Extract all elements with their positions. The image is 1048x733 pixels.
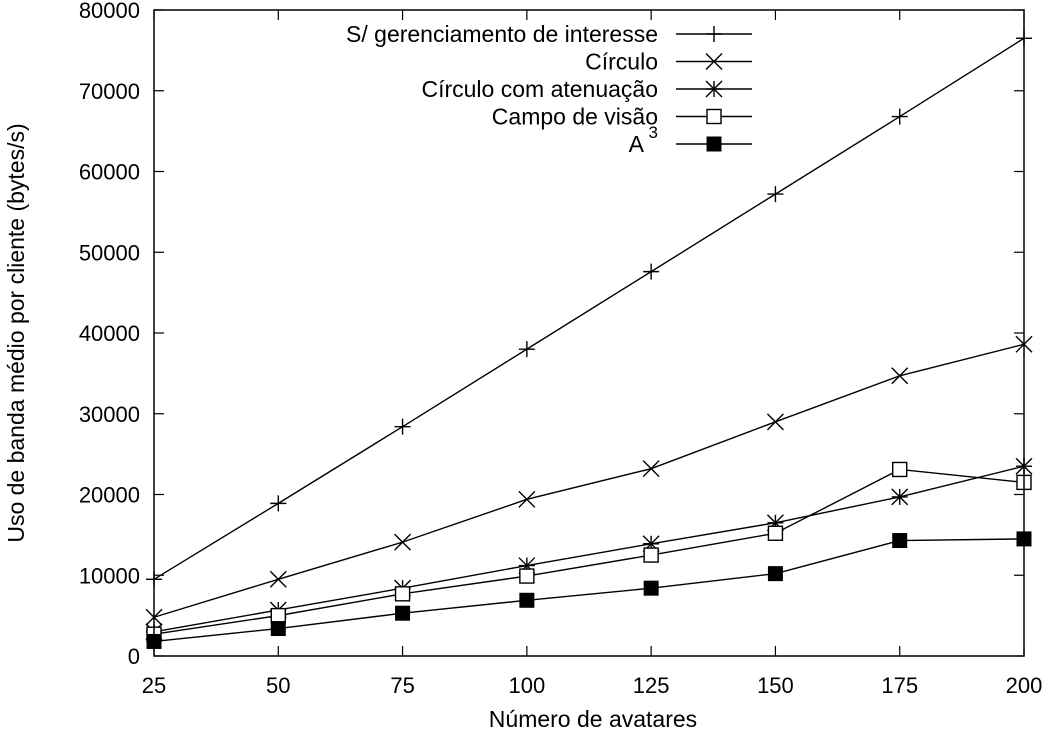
- legend-marker: [706, 136, 722, 152]
- legend-marker: [706, 26, 722, 42]
- y-tick-label: 50000: [79, 240, 140, 265]
- legend-entry: Círculo com atenuação: [421, 76, 752, 102]
- data-point: [269, 570, 287, 588]
- y-tick-label: 0: [128, 644, 140, 669]
- y-tick-label: 10000: [79, 563, 140, 588]
- legend-label: Campo de visão: [492, 104, 658, 130]
- y-tick-label: 20000: [79, 483, 140, 508]
- data-point: [892, 533, 908, 549]
- data-point: [643, 547, 659, 563]
- x-tick-label: 100: [508, 673, 545, 698]
- series-line: [153, 538, 1025, 643]
- series-line: [153, 468, 1025, 635]
- legend-label-superscript: 3: [649, 123, 658, 142]
- x-tick-label: 75: [390, 673, 414, 698]
- x-axis-ticks: 25 50 75 100 125 150 175 200: [142, 10, 1043, 698]
- y-axis-title: Uso de banda médio por cliente (bytes/s): [3, 123, 29, 542]
- data-point: [518, 341, 535, 358]
- legend-label: A: [629, 131, 645, 157]
- series-line: [153, 343, 1025, 618]
- data-point: [395, 605, 411, 621]
- data-point: [270, 495, 287, 512]
- x-tick-label: 200: [1006, 673, 1043, 698]
- data-point: [891, 367, 909, 385]
- series-2: [145, 335, 1033, 626]
- legend-entry: Campo de visão: [492, 104, 752, 130]
- series-1: [146, 30, 1032, 588]
- series-line: [153, 37, 1025, 580]
- data-point: [892, 461, 908, 478]
- legend-marker: [705, 53, 723, 70]
- y-tick-label: 60000: [79, 160, 140, 185]
- data-point: [519, 592, 535, 608]
- x-tick-label: 25: [142, 673, 166, 698]
- series-4: [146, 461, 1032, 642]
- data-point: [766, 413, 784, 431]
- y-tick-label: 80000: [79, 0, 140, 23]
- data-point: [642, 460, 660, 478]
- data-point: [519, 568, 535, 584]
- x-axis-title: Número de avatares: [489, 706, 697, 732]
- y-tick-label: 70000: [79, 79, 140, 104]
- data-point: [270, 621, 286, 637]
- legend-marker: [706, 108, 722, 125]
- y-tick-label: 40000: [79, 321, 140, 346]
- data-point: [767, 566, 783, 582]
- legend-label: S/ gerenciamento de interesse: [346, 21, 658, 47]
- data-point: [394, 533, 412, 551]
- x-tick-label: 150: [757, 673, 794, 698]
- legend-label: Círculo com atenuação: [421, 76, 658, 102]
- data-point: [518, 490, 536, 508]
- data-point: [767, 525, 784, 541]
- data-point: [643, 580, 659, 596]
- legend-marker: [705, 80, 723, 98]
- series-5: [146, 531, 1032, 649]
- y-tick-label: 30000: [79, 402, 140, 427]
- legend: S/ gerenciamento de interesseCírculoCírc…: [346, 21, 752, 157]
- series-line: [153, 465, 1025, 633]
- x-tick-label: 50: [266, 673, 290, 698]
- data-point: [643, 263, 660, 280]
- data-point: [891, 488, 909, 506]
- legend-label: Círculo: [585, 49, 658, 75]
- plot-frame: [153, 9, 1025, 657]
- data-point: [767, 186, 784, 203]
- legend-entry: Círculo: [585, 49, 752, 75]
- data-point: [394, 586, 411, 602]
- y-axis-ticks: 0 10000 20000 30000 40000 50000 60000 70000 8000…: [79, 0, 1024, 669]
- data-point: [394, 418, 411, 435]
- x-tick-label: 125: [633, 673, 670, 698]
- legend-entry: S/ gerenciamento de interesse: [346, 21, 752, 47]
- x-tick-label: 175: [881, 673, 918, 698]
- data-point: [270, 607, 286, 624]
- data-point: [891, 108, 908, 125]
